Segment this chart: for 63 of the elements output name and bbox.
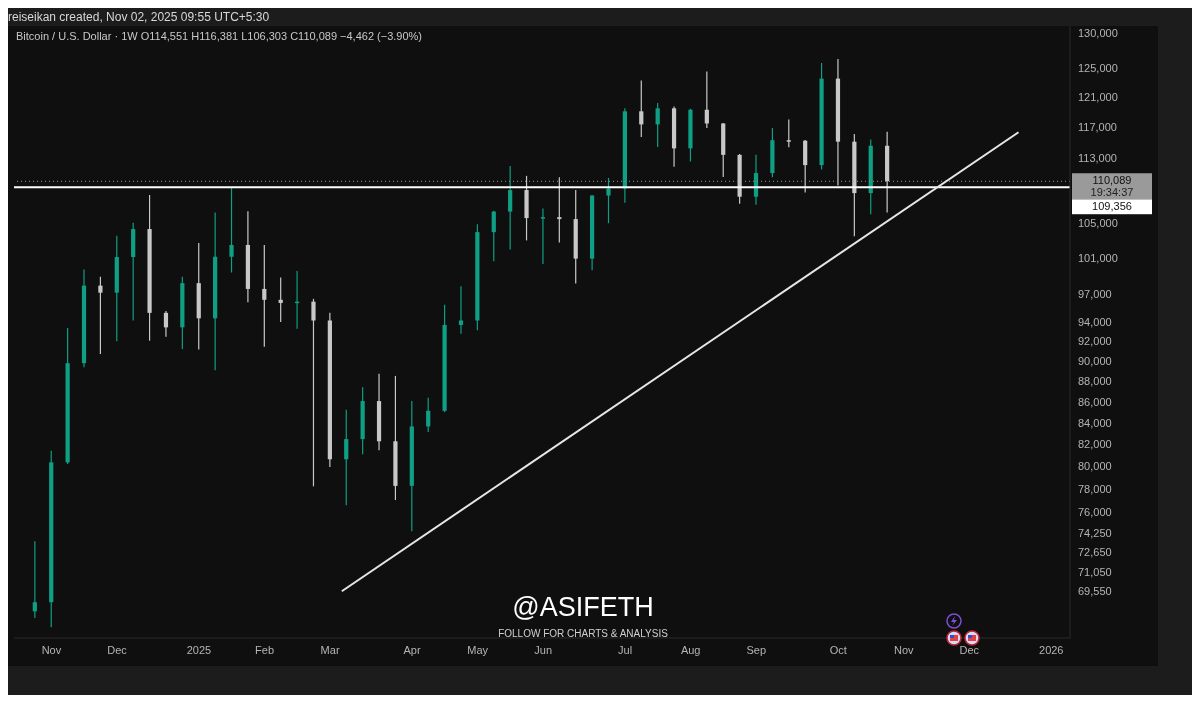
chart-title: Bitcoin / U.S. Dollar · 1W O114,551 H116,381 L106,303 C110,089 −4,462 (−3.90%) bbox=[16, 30, 423, 42]
y-tick-label: 113,000 bbox=[1078, 151, 1117, 164]
candlestick bbox=[491, 210, 496, 262]
y-tick-label: 78,000 bbox=[1078, 482, 1112, 495]
text: 19:34:37 bbox=[1090, 186, 1134, 199]
candlestick bbox=[98, 276, 103, 355]
y-tick-label: 69,550 bbox=[1078, 585, 1112, 598]
x-tick-label: Jun bbox=[534, 643, 553, 656]
candlestick bbox=[458, 285, 464, 335]
candlestick bbox=[229, 186, 234, 274]
x-tick-label: Dec bbox=[959, 643, 980, 656]
ref-line-label: 110,089 bbox=[1092, 174, 1132, 187]
candlestick bbox=[278, 276, 283, 323]
y-tick-label: 105,000 bbox=[1078, 217, 1118, 230]
candlestick bbox=[311, 298, 316, 487]
x-tick-label: Oct bbox=[829, 643, 847, 656]
y-tick-label: 76,000 bbox=[1078, 505, 1112, 518]
candlestick bbox=[32, 540, 37, 619]
y-tick-label: 74,250 bbox=[1078, 526, 1112, 539]
candlestick bbox=[704, 70, 709, 129]
candlestick bbox=[540, 207, 546, 265]
annotation: @ASIFETH bbox=[511, 592, 655, 623]
y-tick-label: 125,000 bbox=[1078, 61, 1118, 74]
x-tick-label: Aug bbox=[680, 643, 701, 656]
annotation: FOLLOW FOR CHARTS & ANALYSIS bbox=[497, 628, 669, 639]
y-tick-label: 88,000 bbox=[1078, 375, 1112, 388]
x-tick-label: Nov bbox=[41, 643, 62, 656]
x-tick-label: 2026 bbox=[1039, 643, 1064, 656]
x-tick-label: Apr bbox=[403, 643, 421, 656]
candlestick bbox=[786, 118, 791, 148]
x-tick-label: Feb bbox=[255, 643, 275, 656]
y-tick-label: 84,000 bbox=[1078, 416, 1112, 429]
y-tick-label: 130,000 bbox=[1078, 26, 1118, 39]
candlestick bbox=[655, 102, 660, 148]
y-tick-label: 117,000 bbox=[1078, 120, 1117, 133]
y-tick-label: 72,650 bbox=[1078, 546, 1112, 559]
candlestick bbox=[508, 165, 513, 251]
candlestick bbox=[557, 176, 562, 244]
y-tick-label: 94,000 bbox=[1078, 316, 1112, 329]
y-tick-label: 101,000 bbox=[1078, 252, 1118, 265]
y-tick-label: 121,000 bbox=[1078, 90, 1118, 103]
text: reiseikan created, Nov 02, 2025 09:55 UTC+5:30 bbox=[8, 10, 270, 24]
candlestick bbox=[639, 79, 644, 138]
candlestick bbox=[426, 397, 431, 433]
x-tick-label: Sep bbox=[746, 643, 767, 656]
y-tick-label: 90,000 bbox=[1078, 355, 1112, 368]
x-tick-label: Dec bbox=[107, 643, 128, 656]
x-tick-label: Mar bbox=[320, 643, 340, 656]
y-tick-label: 86,000 bbox=[1078, 395, 1112, 408]
x-tick-label: Jul bbox=[618, 643, 633, 656]
y-tick-label: 97,000 bbox=[1078, 288, 1112, 301]
y-tick-label: 71,050 bbox=[1078, 566, 1112, 579]
candlestick bbox=[344, 409, 349, 506]
y-tick-label: 80,000 bbox=[1078, 460, 1112, 473]
x-tick-label: 2025 bbox=[186, 643, 212, 656]
candlestick bbox=[606, 177, 611, 224]
x-tick-label: May bbox=[467, 643, 489, 656]
y-tick-label: 82,000 bbox=[1078, 438, 1112, 451]
x-tick-label: Nov bbox=[893, 643, 915, 656]
y-tick-label: 92,000 bbox=[1078, 335, 1112, 348]
candlestick bbox=[262, 244, 267, 348]
candlestick bbox=[163, 310, 169, 338]
ref-line-label: 109,356 bbox=[1092, 200, 1132, 213]
